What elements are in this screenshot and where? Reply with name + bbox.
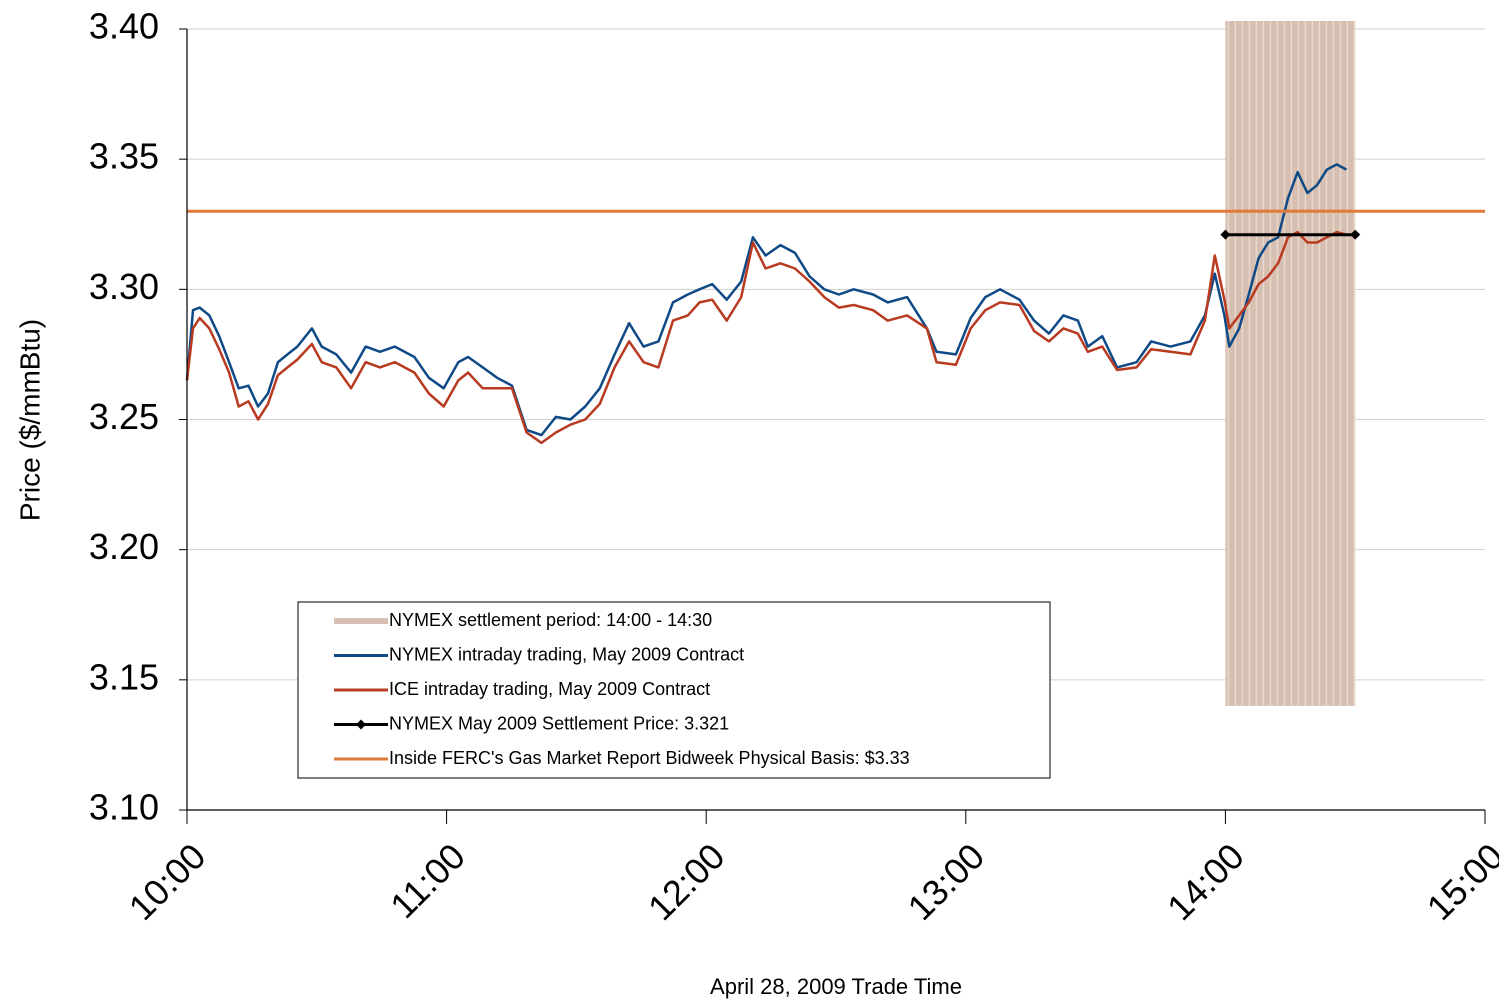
- y-tick-label: 3.10: [89, 787, 159, 828]
- legend-box: [297, 601, 1051, 779]
- x-tick-label: 15:00: [1419, 835, 1499, 928]
- y-tick-label: 3.30: [89, 266, 159, 307]
- x-tick-label: 14:00: [1159, 835, 1252, 928]
- legend-label: NYMEX intraday trading, May 2009 Contrac…: [389, 644, 744, 664]
- settlement-band: [1225, 21, 1356, 706]
- x-tick-label: 11:00: [382, 835, 473, 926]
- marker: [1220, 229, 1231, 240]
- legend-marker: [356, 719, 366, 730]
- y-tick-label: 3.20: [89, 526, 159, 567]
- y-tick-label: 3.15: [89, 656, 159, 697]
- legend-label: ICE intraday trading, May 2009 Contract: [389, 679, 710, 699]
- series-line: [185, 230, 1347, 445]
- legend-label: Inside FERC's Gas Market Report Bidweek …: [389, 748, 910, 768]
- legend-label: NYMEX May 2009 Settlement Price: 3.321: [389, 713, 729, 733]
- series-line: [185, 163, 1347, 437]
- x-tick-label: 13:00: [899, 835, 992, 928]
- y-tick-label: 3.40: [89, 6, 159, 47]
- x-tick-label: 10:00: [121, 835, 214, 928]
- y-tick-label: 3.35: [89, 136, 159, 177]
- x-tick-label: 12:00: [640, 835, 733, 928]
- marker: [1350, 229, 1361, 240]
- x-axis-label: April 28, 2009 Trade Time: [710, 974, 962, 999]
- y-axis-label: Price ($/mmBtu): [14, 319, 45, 521]
- y-tick-label: 3.25: [89, 396, 159, 437]
- legend-label: NYMEX settlement period: 14:00 - 14:30: [389, 610, 712, 630]
